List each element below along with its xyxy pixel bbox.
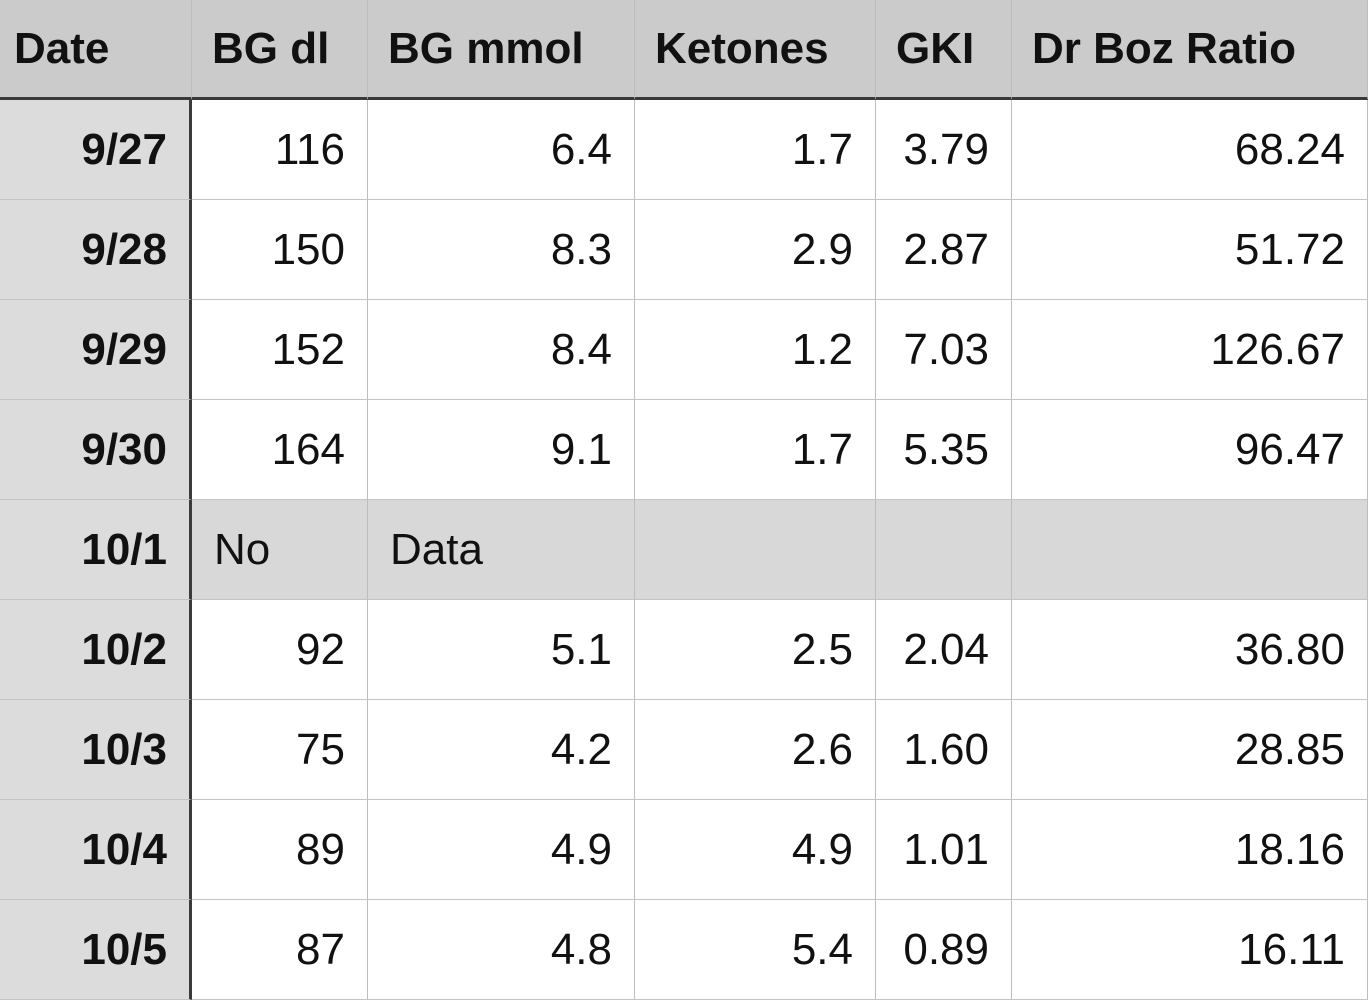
row-header: 10/3: [0, 700, 192, 800]
cell-value: No: [192, 500, 368, 600]
column-header: BG dl: [192, 0, 368, 100]
cell-value: 18.16: [1012, 800, 1368, 900]
row-header: 10/4: [0, 800, 192, 900]
cell-value: 1.7: [635, 400, 876, 500]
cell-value: 92: [192, 600, 368, 700]
cell-value: 1.01: [876, 800, 1012, 900]
cell-value: 2.5: [635, 600, 876, 700]
row-header: 10/5: [0, 900, 192, 1000]
cell-value: 6.4: [368, 100, 635, 200]
cell-value: 16.11: [1012, 900, 1368, 1000]
cell-value: 1.60: [876, 700, 1012, 800]
cell-value: 116: [192, 100, 368, 200]
cell-value: Data: [368, 500, 635, 600]
empty-cell: [1012, 500, 1368, 600]
cell-value: 51.72: [1012, 200, 1368, 300]
cell-value: 5.35: [876, 400, 1012, 500]
column-header: Dr Boz Ratio: [1012, 0, 1368, 100]
cell-value: 1.7: [635, 100, 876, 200]
cell-value: 4.9: [368, 800, 635, 900]
cell-value: 2.6: [635, 700, 876, 800]
cell-value: 4.2: [368, 700, 635, 800]
cell-value: 152: [192, 300, 368, 400]
column-header: GKI: [876, 0, 1012, 100]
cell-value: 75: [192, 700, 368, 800]
row-header: 9/29: [0, 300, 192, 400]
cell-value: 5.1: [368, 600, 635, 700]
column-header: Ketones: [635, 0, 876, 100]
column-header: Date: [0, 0, 192, 100]
column-header: BG mmol: [368, 0, 635, 100]
cell-value: 2.9: [635, 200, 876, 300]
cell-value: 126.67: [1012, 300, 1368, 400]
cell-value: 4.9: [635, 800, 876, 900]
cell-value: 4.8: [368, 900, 635, 1000]
cell-value: 36.80: [1012, 600, 1368, 700]
cell-value: 0.89: [876, 900, 1012, 1000]
cell-value: 1.2: [635, 300, 876, 400]
row-header: 10/2: [0, 600, 192, 700]
cell-value: 164: [192, 400, 368, 500]
cell-value: 2.04: [876, 600, 1012, 700]
cell-value: 9.1: [368, 400, 635, 500]
row-header: 10/1: [0, 500, 192, 600]
cell-value: 150: [192, 200, 368, 300]
cell-value: 5.4: [635, 900, 876, 1000]
row-header: 9/27: [0, 100, 192, 200]
cell-value: 28.85: [1012, 700, 1368, 800]
cell-value: 87: [192, 900, 368, 1000]
cell-value: 7.03: [876, 300, 1012, 400]
cell-value: 96.47: [1012, 400, 1368, 500]
cell-value: 3.79: [876, 100, 1012, 200]
cell-value: 2.87: [876, 200, 1012, 300]
cell-value: 8.3: [368, 200, 635, 300]
row-header: 9/30: [0, 400, 192, 500]
cell-value: 68.24: [1012, 100, 1368, 200]
cell-value: 8.4: [368, 300, 635, 400]
empty-cell: [876, 500, 1012, 600]
row-header: 9/28: [0, 200, 192, 300]
cell-value: 89: [192, 800, 368, 900]
empty-cell: [635, 500, 876, 600]
